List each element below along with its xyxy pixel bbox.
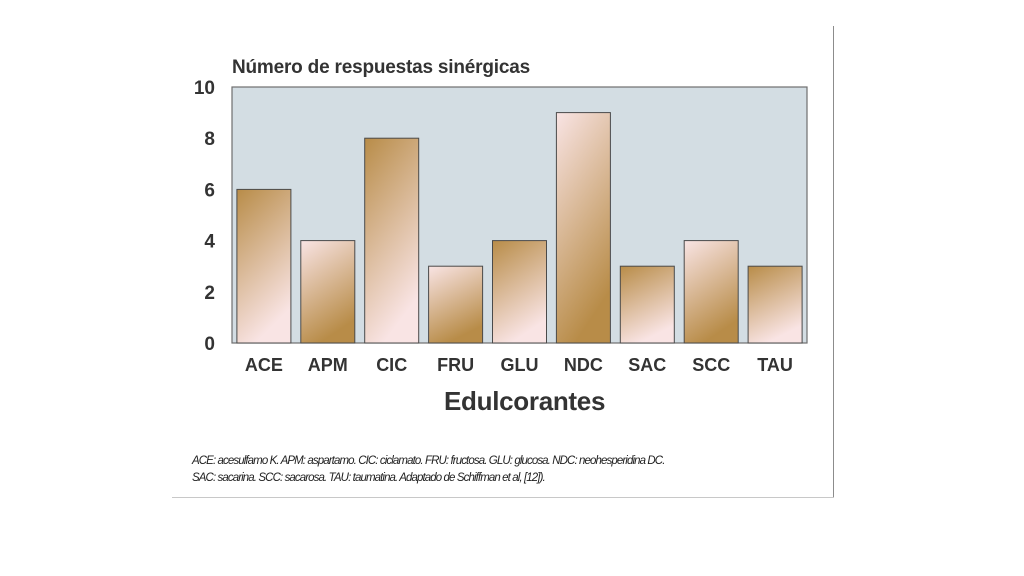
bar-ace (236, 188, 292, 344)
x-tick-label: FRU (437, 355, 474, 375)
chart-title: Número de respuestas sinérgicas (232, 57, 530, 78)
bar-cic (364, 137, 420, 344)
y-tick-label: 10 (194, 78, 215, 99)
frame-border-right (833, 26, 834, 498)
bar-tau (747, 265, 803, 344)
y-axis-ticks: 0 2 4 6 8 10 (194, 78, 216, 355)
bar-ndc (555, 112, 611, 344)
x-tick-label: TAU (757, 355, 793, 375)
x-tick-label: ACE (245, 355, 283, 375)
bars (236, 112, 803, 344)
bar-scc (683, 240, 739, 344)
y-tick-label: 8 (204, 129, 215, 150)
caption-line-2: SAC: sacarina. SCC: sacarosa. TAU: tauma… (192, 472, 546, 484)
x-tick-label: CIC (376, 355, 407, 375)
x-tick-label: SCC (692, 355, 730, 375)
y-tick-label: 0 (204, 334, 215, 355)
x-axis-label: Edulcorantes (444, 386, 606, 416)
bar-glu (492, 240, 547, 344)
bar-fru (428, 265, 484, 344)
figure-caption: ACE: acesulfamo K. APM: aspartamo. CIC: … (192, 453, 792, 487)
y-tick-label: 6 (204, 180, 215, 201)
x-tick-label: APM (308, 355, 348, 375)
x-tick-label: GLU (501, 355, 539, 375)
y-tick-label: 2 (204, 283, 215, 304)
caption-line-1: ACE: acesulfamo K. APM: aspartamo. CIC: … (192, 455, 665, 467)
bar-sac (619, 265, 675, 344)
frame-border-bottom (172, 497, 834, 498)
y-tick-label: 4 (204, 232, 215, 253)
x-tick-label: SAC (628, 355, 666, 375)
x-axis-categories: ACE APM CIC FRU GLU NDC SAC SCC TAU (245, 355, 793, 375)
x-tick-label: NDC (564, 355, 603, 375)
bar-apm (300, 240, 356, 344)
